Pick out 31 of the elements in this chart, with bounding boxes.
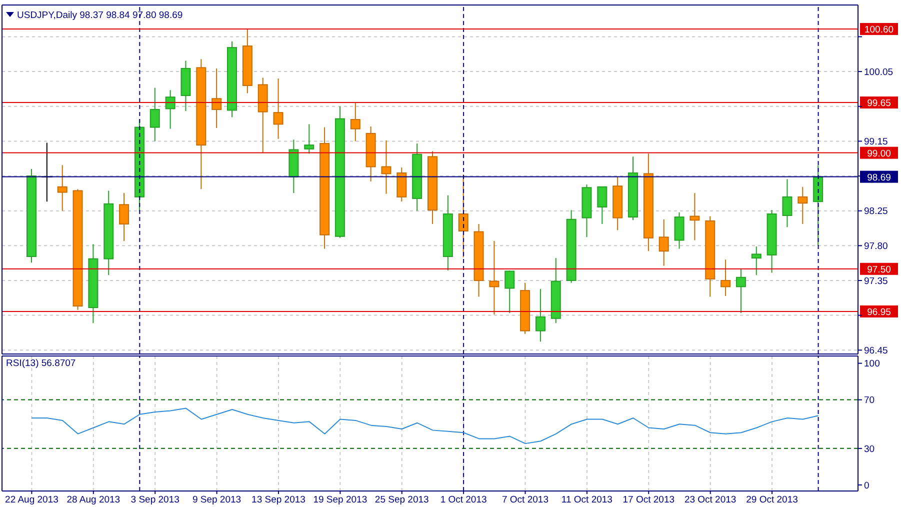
ref-line-label: 97.50 [867,264,891,276]
x-tick-label: 11 Oct 2013 [561,494,612,506]
x-tick-label: 1 Oct 2013 [440,494,487,506]
ref-line-label: 96.95 [867,306,891,318]
x-tick-label: 28 Aug 2013 [66,494,120,506]
x-tick-label: 17 Oct 2013 [622,494,675,506]
y-tick-label: 30 [864,444,875,455]
ref-line-label: 99.00 [867,148,891,160]
y-tick-label: 96.45 [864,346,888,357]
y-tick-label: 0 [864,480,870,492]
x-tick-label: 23 Oct 2013 [684,494,736,506]
y-tick-label: 99.15 [864,136,888,148]
chart-title: RSI(13) 56.8707 [6,358,76,370]
ref-line-label: 99.65 [867,98,891,110]
y-tick-label: 98.25 [864,206,888,218]
y-tick-label: 100.05 [864,66,894,78]
x-tick-label: 25 Sep 2013 [374,494,429,506]
x-tick-label: 7 Oct 2013 [502,494,548,506]
x-tick-label: 22 Aug 2013 [5,494,58,506]
ref-line-label: 98.69 [867,172,891,184]
x-tick-label: 29 Oct 2013 [746,494,798,506]
y-tick-label: 70 [864,395,875,406]
y-tick-label: 97.80 [864,241,888,252]
x-tick-label: 3 Sep 2013 [130,494,180,506]
ref-line-label: 100.60 [864,24,894,36]
x-tick-label: 13 Sep 2013 [252,494,306,506]
x-tick-label: 9 Sep 2013 [192,494,242,506]
x-tick-label: 19 Sep 2013 [313,494,368,506]
y-tick-label: 100 [864,358,880,370]
text: USDJPY,Daily 98.37 98.84 97.80 98.69 [17,10,183,22]
y-tick-label: 97.35 [864,276,888,287]
